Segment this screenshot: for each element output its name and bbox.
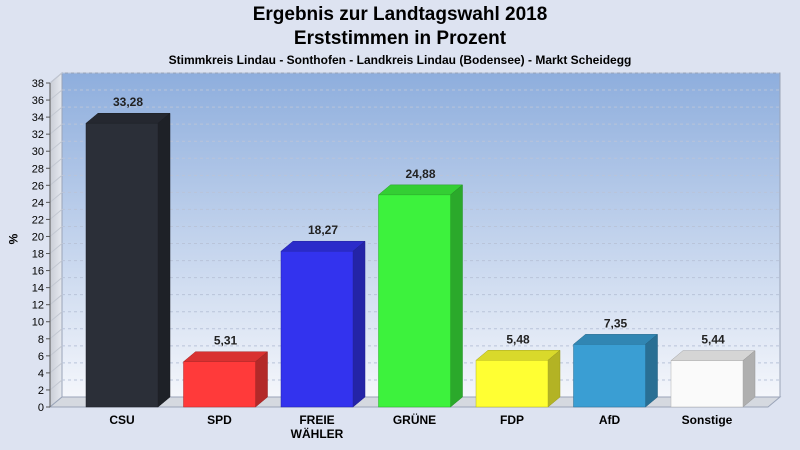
y-tick-label: 10 (32, 317, 44, 329)
grid-lines (49, 72, 780, 391)
bar-value-label: 33,28 (113, 95, 143, 109)
y-tick-label: 18 (32, 249, 44, 261)
chart-title: Ergebnis zur Landtagswahl 2018 Erststimm… (0, 3, 800, 51)
y-tick-label: 22 (32, 214, 44, 226)
grid-line-side (49, 362, 63, 374)
y-tick-label: 2 (38, 385, 44, 397)
chart-subtitle: Stimmkreis Lindau - Sonthofen - Landkrei… (168, 53, 632, 67)
y-tick-label: 12 (32, 300, 44, 312)
x-tick-label: FREIE (299, 413, 334, 427)
bar-0: 33,28 (85, 95, 171, 408)
grid-line-side (49, 294, 63, 306)
bar-top-face (670, 350, 756, 361)
bar-value-label: 5,48 (506, 332, 530, 346)
grid-line-side (49, 243, 63, 254)
bar-side-face (450, 184, 463, 408)
bar-front-face (670, 360, 744, 408)
grid-line-side (49, 379, 63, 391)
x-tick-label: Sonstige (682, 413, 733, 427)
bar-5: 7,35 (572, 316, 659, 408)
bar-side-face (255, 351, 268, 408)
grid-line-side (49, 226, 63, 237)
y-tick-label: 30 (32, 146, 44, 158)
bar-side-face (742, 350, 756, 408)
y-tick-label: 16 (32, 266, 44, 278)
x-tick-label: GRÜNE (393, 412, 436, 427)
bar-value-label: 24,88 (405, 167, 435, 181)
bar-4: 5,48 (475, 332, 561, 408)
y-tick-label: 4 (38, 368, 44, 380)
y-tick-label: 6 (38, 351, 44, 363)
bars: 33,28 5,31 18,27 24,88 5,48 7,35 5,44 (85, 95, 756, 408)
bar-2: 18,27 (280, 223, 366, 408)
y-tick-label: 38 (32, 78, 44, 90)
grid-line-side (49, 89, 63, 101)
x-tick-label: SPD (207, 413, 232, 427)
x-tick-label: FDP (500, 413, 524, 427)
bar-front-face (475, 360, 549, 408)
bar-front-face (85, 122, 159, 408)
y-tick-label: 20 (32, 231, 44, 243)
y-tick-label: 26 (32, 180, 44, 192)
grid-line-side (49, 209, 63, 220)
bar-6: 5,44 (670, 333, 756, 408)
grid-line-side (49, 328, 63, 340)
bar-top-face (182, 351, 269, 362)
bar-3: 24,88 (377, 167, 464, 408)
y-tick-label: 0 (38, 402, 44, 414)
bar-front-face (183, 361, 256, 408)
y-tick-label: 34 (32, 112, 44, 124)
grid-line-side (49, 174, 63, 186)
bar-front-face (280, 250, 354, 408)
x-tick-label: AfD (599, 413, 621, 427)
grid-line-side (49, 311, 63, 323)
bar-value-label: 5,31 (214, 334, 238, 348)
grid-line-side (49, 123, 63, 135)
x-tick-label: CSU (109, 413, 134, 427)
y-tick-label: 36 (32, 95, 44, 107)
bar-top-face (377, 184, 464, 196)
bar-side-face (547, 349, 561, 408)
bar-1: 5,31 (182, 334, 269, 408)
bar-side-face (645, 333, 658, 408)
bar-front-face (573, 344, 646, 408)
y-tick-label: 32 (32, 129, 44, 141)
chart-title-line-1: Ergebnis zur Landtagswahl 2018 (252, 4, 548, 25)
bar-top-face (85, 112, 171, 124)
bar-front-face (378, 194, 451, 408)
grid-line-side (49, 72, 63, 84)
grid-line-side (49, 345, 63, 357)
bar-top-face (572, 334, 659, 345)
grid-line-side (49, 140, 63, 152)
y-tick-label: 28 (32, 163, 44, 175)
y-tick-label: 8 (38, 334, 44, 346)
x-tick-label: WÄHLER (291, 426, 344, 441)
grid-line-side (49, 191, 63, 203)
bar-value-label: 5,44 (701, 333, 725, 347)
chart-title-line-2: Erststimmen in Prozent (293, 28, 507, 49)
grid-line-side (49, 157, 63, 169)
bar-top-face (475, 350, 561, 361)
bar-side-face (157, 112, 171, 408)
y-tick-label: 14 (32, 283, 44, 295)
grid-line-side (49, 260, 63, 271)
bar-value-label: 18,27 (308, 223, 338, 237)
y-tick-label: 24 (32, 197, 44, 209)
grid-line-side (49, 277, 63, 289)
plot-side-wall (49, 71, 63, 409)
bar-value-label: 7,35 (604, 316, 628, 330)
bar-top-face (280, 240, 366, 252)
bar-side-face (352, 240, 366, 408)
grid-line-side (49, 106, 63, 118)
